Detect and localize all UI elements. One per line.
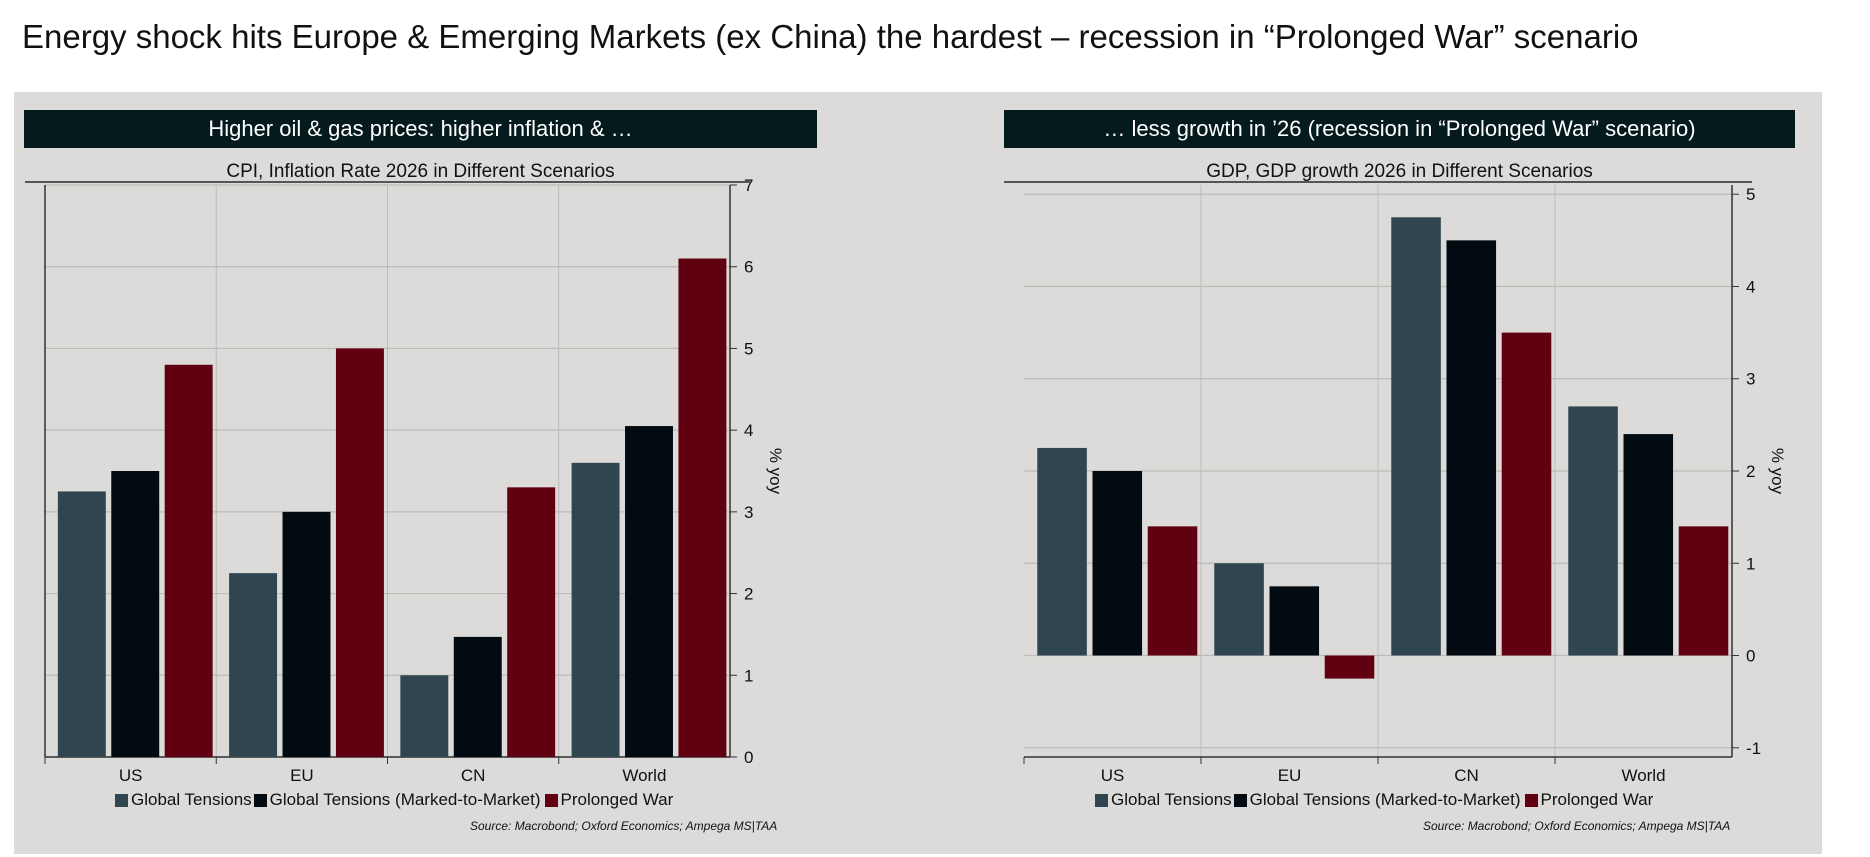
legend-swatch [253,793,267,807]
y-tick-label: 3 [1746,370,1755,389]
right-legend: Global Tensions Global Tensions (Marked-… [1095,790,1653,810]
bar-cn-2 [507,487,556,757]
x-tick-label: CN [1454,766,1479,785]
bar-world-1 [625,426,673,757]
legend-swatch [1095,793,1108,807]
legend-label: Global Tensions (Marked-to-Market) [269,790,541,809]
bar-cn-1 [453,636,502,757]
y-tick-label: 6 [744,258,753,277]
bar-eu-0 [229,573,278,757]
bar-eu-0 [1214,563,1264,656]
x-tick-label: US [1101,766,1125,785]
legend-label: Prolonged War [1540,790,1654,809]
x-tick-label: World [622,766,666,785]
y-tick-label: 1 [1746,554,1755,573]
page-title: Energy shock hits Europe & Emerging Mark… [22,18,1639,55]
left-chart-title: CPI, Inflation Rate 2026 in Different Sc… [226,161,615,182]
x-tick-label: EU [1278,766,1302,785]
y-tick-label: 4 [1746,277,1755,296]
legend-label: Global Tensions [131,790,252,809]
legend-swatch [1233,793,1247,807]
y-tick-label: 0 [1746,647,1755,666]
right-chart-title: GDP, GDP growth 2026 in Different Scenar… [1206,161,1593,182]
y-tick-label: 4 [744,421,753,440]
bar-eu-2 [1324,655,1375,679]
bar-world-0 [571,462,620,757]
y-tick-label: 5 [1746,185,1755,204]
y-axis-label: % yoy [1768,448,1787,495]
bar-eu-2 [335,348,384,757]
bar-us-2 [164,364,213,757]
legend-label: Global Tensions (Marked-to-Market) [1249,790,1521,809]
legend-swatch [1524,793,1538,807]
bar-world-1 [1623,434,1674,656]
y-tick-label: 1 [744,666,753,685]
y-tick-label: 7 [744,176,753,195]
bar-world-2 [678,258,727,757]
bar-world-0 [1568,406,1618,656]
bar-cn-0 [1391,217,1441,656]
legend-swatch [115,793,128,807]
bar-us-1 [111,471,160,757]
y-tick-label: -1 [1746,739,1761,758]
y-tick-label: 2 [744,585,753,604]
legend-label: Prolonged War [560,790,674,809]
bar-us-0 [1037,447,1087,656]
legend-swatch [544,793,558,807]
bar-cn-2 [1501,332,1552,656]
bar-us-1 [1092,471,1143,656]
y-tick-label: 5 [744,339,753,358]
left-legend: Global Tensions Global Tensions (Marked-… [115,790,673,810]
bar-eu-1 [1269,586,1320,656]
bar-cn-1 [1446,240,1497,656]
y-tick-label: 3 [744,503,753,522]
bar-us-2 [1147,526,1198,656]
x-tick-label: EU [290,766,314,785]
right-chart-header: … less growth in ’26 (recession in “Prol… [1004,110,1795,148]
left-chart-header: Higher oil & gas prices: higher inflatio… [24,110,817,148]
x-tick-label: World [1621,766,1665,785]
left-source: Source: Macrobond; Oxford Economics; Amp… [470,819,778,833]
y-tick-label: 2 [1746,462,1755,481]
y-tick-label: 0 [744,748,753,767]
bar-eu-1 [282,511,331,757]
bar-us-0 [57,491,106,757]
bar-cn-0 [400,675,449,757]
right-source: Source: Macrobond; Oxford Economics; Amp… [1423,819,1731,833]
y-axis-label: % yoy [766,448,785,495]
x-tick-label: CN [461,766,486,785]
bar-world-2 [1678,526,1729,656]
x-tick-label: US [119,766,143,785]
legend-label: Global Tensions [1111,790,1232,809]
